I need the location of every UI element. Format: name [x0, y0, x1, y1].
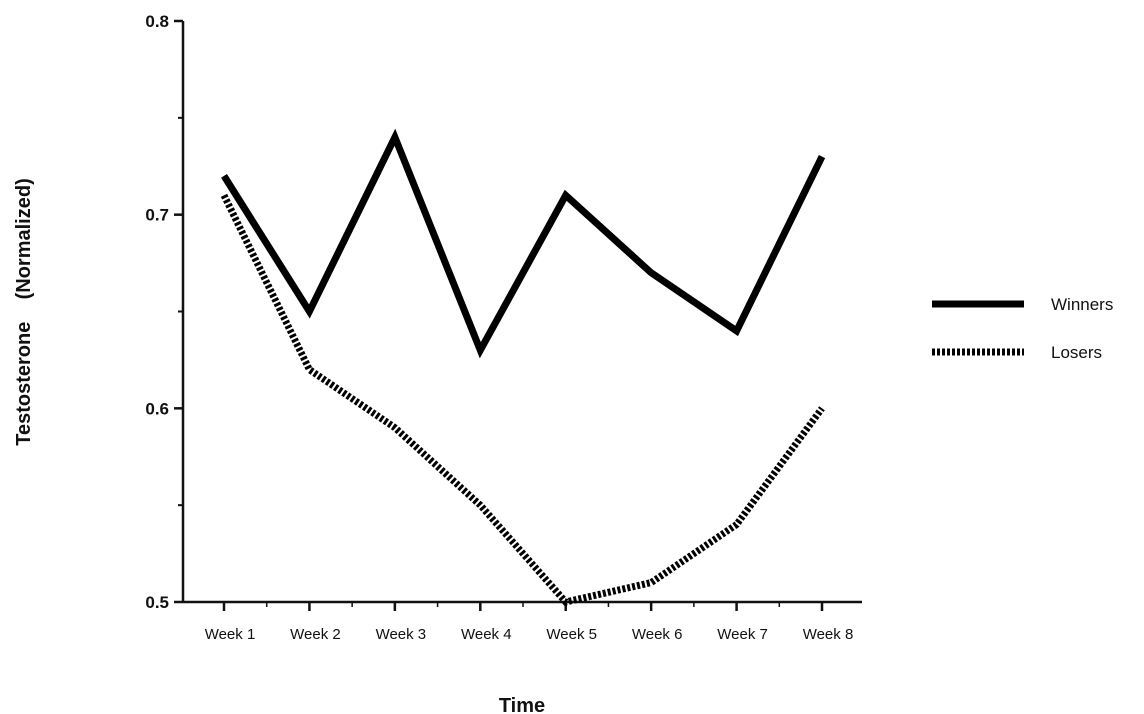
legend-label-losers: Losers [1051, 343, 1102, 362]
legend: Winners Losers [932, 295, 1113, 362]
y-tick-label: 0.6 [145, 399, 169, 418]
x-tick-label: Week 8 [803, 626, 854, 643]
x-tick-label: Week 3 [376, 626, 427, 643]
x-tick-label: Week 6 [632, 626, 683, 643]
x-tick-label: Week 1 [205, 626, 256, 643]
x-tick-label: Week 7 [717, 626, 768, 643]
x-tick-label: Week 4 [461, 626, 512, 643]
series-line-winners [221, 128, 826, 359]
y-tick-label: 0.8 [145, 12, 169, 31]
axes: 0.5 0.6 0.7 0.8 Week 1 Week 2 Week 3 Week 4 Week… [145, 12, 862, 643]
y-tick-label: 0.5 [145, 593, 169, 612]
x-tick-label: Week 2 [290, 626, 341, 643]
y-axis-title: Testosterone (Normalized) [13, 178, 35, 445]
x-tick-label: Week 5 [546, 626, 597, 643]
y-tick-label: 0.7 [145, 206, 169, 225]
legend-label-winners: Winners [1051, 295, 1113, 314]
x-axis-title: Time [499, 695, 545, 714]
series-line-losers [220, 193, 825, 606]
series-layer [220, 128, 826, 606]
